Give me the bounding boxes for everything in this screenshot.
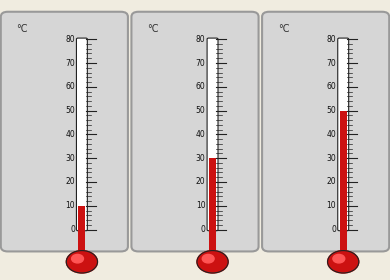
Text: 10: 10 bbox=[196, 201, 206, 210]
Circle shape bbox=[66, 251, 98, 273]
Text: 50: 50 bbox=[65, 106, 75, 115]
Text: 20: 20 bbox=[65, 178, 75, 186]
Text: 10: 10 bbox=[326, 201, 336, 210]
Bar bbox=[209, 230, 216, 262]
Text: °C: °C bbox=[16, 24, 28, 34]
Text: 40: 40 bbox=[196, 130, 206, 139]
Bar bbox=[78, 230, 85, 262]
Text: 80: 80 bbox=[196, 35, 206, 44]
Circle shape bbox=[72, 255, 83, 263]
Circle shape bbox=[333, 255, 345, 263]
Text: 70: 70 bbox=[196, 59, 206, 67]
Bar bbox=[209, 158, 216, 230]
Text: 0: 0 bbox=[200, 225, 206, 234]
Text: °C: °C bbox=[278, 24, 289, 34]
Text: 30: 30 bbox=[65, 154, 75, 163]
Text: 20: 20 bbox=[326, 178, 336, 186]
Text: 40: 40 bbox=[326, 130, 336, 139]
Text: 50: 50 bbox=[326, 106, 336, 115]
Text: 50: 50 bbox=[196, 106, 206, 115]
Circle shape bbox=[202, 255, 214, 263]
Text: 40: 40 bbox=[65, 130, 75, 139]
Text: 60: 60 bbox=[65, 82, 75, 91]
FancyBboxPatch shape bbox=[262, 12, 389, 251]
Text: 30: 30 bbox=[196, 154, 206, 163]
FancyBboxPatch shape bbox=[1, 12, 128, 251]
Circle shape bbox=[328, 251, 359, 273]
Bar bbox=[340, 111, 347, 230]
Text: 10: 10 bbox=[65, 201, 75, 210]
FancyBboxPatch shape bbox=[338, 38, 349, 231]
Text: 60: 60 bbox=[196, 82, 206, 91]
Bar bbox=[340, 230, 347, 262]
FancyBboxPatch shape bbox=[131, 12, 259, 251]
Text: 70: 70 bbox=[326, 59, 336, 67]
Text: °C: °C bbox=[147, 24, 158, 34]
Text: 60: 60 bbox=[326, 82, 336, 91]
Text: 20: 20 bbox=[196, 178, 206, 186]
FancyBboxPatch shape bbox=[207, 38, 218, 231]
Text: 80: 80 bbox=[326, 35, 336, 44]
Text: 70: 70 bbox=[65, 59, 75, 67]
FancyBboxPatch shape bbox=[76, 38, 87, 231]
Circle shape bbox=[197, 251, 228, 273]
Bar bbox=[78, 206, 85, 230]
Text: 30: 30 bbox=[326, 154, 336, 163]
Text: 0: 0 bbox=[70, 225, 75, 234]
Text: 0: 0 bbox=[332, 225, 336, 234]
Text: 80: 80 bbox=[65, 35, 75, 44]
